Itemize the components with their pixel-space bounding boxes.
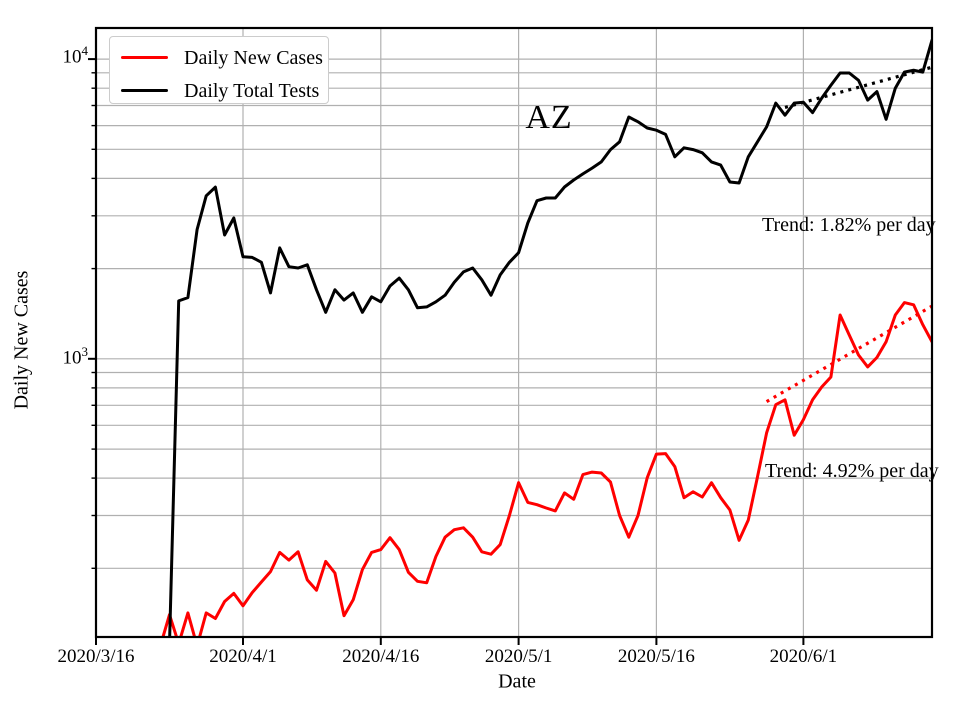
series-solid: [161, 301, 932, 637]
trend-line: [784, 65, 932, 109]
legend: Daily New Cases Daily Total Tests: [109, 36, 329, 104]
legend-item-daily-total-tests: Daily Total Tests: [110, 74, 328, 107]
y-axis-title: Daily New Cases: [10, 270, 33, 410]
trend-annotation-tests: Trend: 1.82% per day: [762, 214, 936, 236]
state-label: AZ: [525, 99, 573, 136]
legend-line-black-icon: [121, 88, 168, 93]
legend-label: Daily Total Tests: [184, 79, 320, 102]
legend-label: Daily New Cases: [184, 46, 323, 69]
x-axis-title: Date: [498, 670, 536, 693]
x-tick-label: 2020/5/16: [618, 646, 695, 667]
x-tick-label: 2020/3/16: [57, 646, 134, 667]
trend-annotation-cases: Trend: 4.92% per day: [765, 460, 939, 482]
x-tick-label: 2020/5/1: [485, 646, 553, 667]
y-tick-label-10e3: 103: [62, 344, 89, 369]
x-tick-label: 2020/4/1: [209, 646, 277, 667]
plot-border: [94, 26, 934, 639]
series-solid: [168, 38, 932, 637]
y-tick-label-10e4: 104: [62, 43, 89, 68]
x-tick-label: 2020/6/1: [770, 646, 838, 667]
trend-line: [765, 304, 932, 403]
x-tick-label: 2020/4/16: [342, 646, 419, 667]
legend-line-red-icon: [121, 55, 168, 60]
legend-item-daily-new-cases: Daily New Cases: [110, 41, 328, 74]
